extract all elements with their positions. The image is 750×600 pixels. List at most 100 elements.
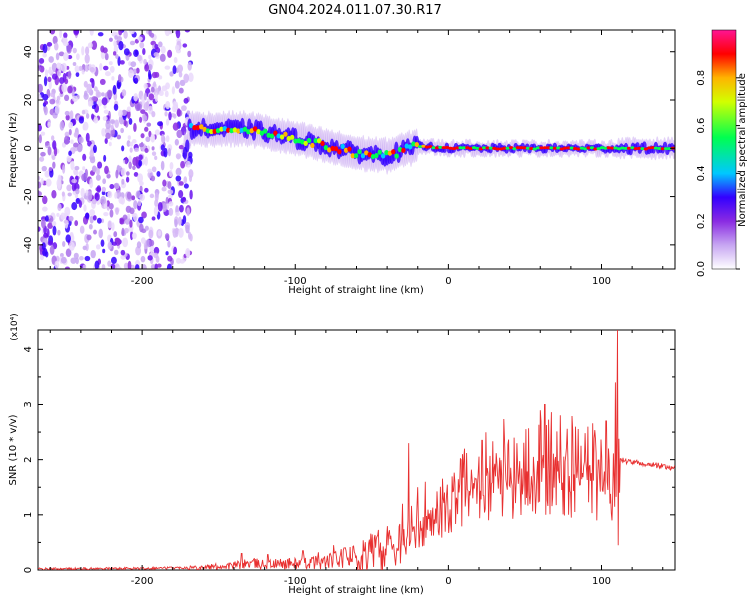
signal-peak [562,146,568,150]
noise-blob [185,224,190,234]
colorbar [711,29,737,270]
noise-blob [71,182,77,192]
noise-blob [38,83,43,93]
noise-blob [128,69,134,79]
noise-blob [122,237,129,248]
noise-blob [105,127,111,135]
noise-blob [101,127,106,137]
noise-blob [129,30,135,35]
signal-peak [350,153,356,159]
noise-blob [164,30,171,37]
x-tick-label: 100 [592,276,611,287]
snr-x-label: Height of straight line (km) [288,585,424,596]
noise-blob [66,155,72,163]
noise-blob [131,139,137,144]
y-tick-label: 40 [23,45,34,58]
signal-peak [279,134,285,140]
signal-peak [266,132,271,138]
noise-blob [151,146,155,151]
noise-blob [40,151,46,157]
noise-blob [168,207,174,216]
noise-blob [133,171,139,177]
noise-blob [55,99,61,106]
noise-blob [175,30,181,39]
noise-blob [63,32,68,39]
noise-blob [101,97,108,106]
signal-peak [367,152,372,158]
noise-blob [116,36,123,42]
signal-peak [380,153,386,159]
noise-blob [138,142,144,148]
noise-blob [80,187,85,198]
colorbar-label: Normalized spectral amplitude [737,73,748,227]
noise-blob [42,43,48,54]
noise-blob [140,109,146,114]
noise-blob [181,196,187,203]
noise-blob [167,189,174,195]
noise-blob [144,225,149,231]
noise-blob [150,175,156,182]
x-tick-label: 0 [445,276,451,287]
signal-peak [256,129,261,135]
noise-blob [139,41,145,49]
signal-peak [542,146,548,150]
noise-blob [184,30,191,33]
noise-blob [70,160,75,171]
noise-blob [93,229,97,235]
noise-blob [68,121,74,129]
noise-blob [126,106,131,112]
signal-peak [610,146,615,150]
signal-peak [549,146,554,150]
noise-blob [178,227,184,238]
noise-blob [173,246,178,255]
noise-blob [120,167,126,177]
noise-blob [121,227,125,237]
noise-blob [188,72,194,83]
noise-blob [148,130,152,138]
noise-blob [79,225,85,234]
noise-blob [39,254,45,261]
noise-blob [153,206,159,217]
noise-blob [108,141,112,147]
noise-blob [143,92,147,101]
noise-blob [104,52,109,61]
noise-blob [132,165,136,171]
noise-blob [65,114,70,121]
noise-blob [51,221,57,227]
signal-peak [647,146,652,150]
noise-blob [49,30,56,35]
signal-peak [508,146,514,150]
signal-peak [401,147,406,153]
noise-blob [129,147,133,153]
signal-peak [569,146,574,150]
signal-peak [556,146,561,150]
noise-blob [116,165,123,172]
noise-blob [117,56,121,67]
noise-blob [89,66,95,73]
noise-blob [168,201,174,207]
signal-peak [273,130,278,136]
noise-blob [113,182,120,190]
noise-blob [89,178,94,189]
noise-blob [151,166,157,173]
noise-blob [103,109,109,114]
signal-peak [438,145,443,149]
noise-blob [151,216,156,221]
signal-peak [455,146,460,150]
noise-blob [61,83,68,93]
noise-blob [38,134,42,144]
noise-blob [73,142,79,148]
noise-blob [130,230,134,241]
signal-peak [586,146,591,150]
noise-blob [175,167,182,176]
noise-blob [101,264,106,269]
y-tick-label: 4 [23,346,34,352]
noise-blob [101,92,105,97]
noise-blob [128,155,132,164]
noise-blob [71,202,78,211]
noise-blob [60,256,67,264]
noise-blob [134,77,139,84]
noise-blob [189,233,193,242]
